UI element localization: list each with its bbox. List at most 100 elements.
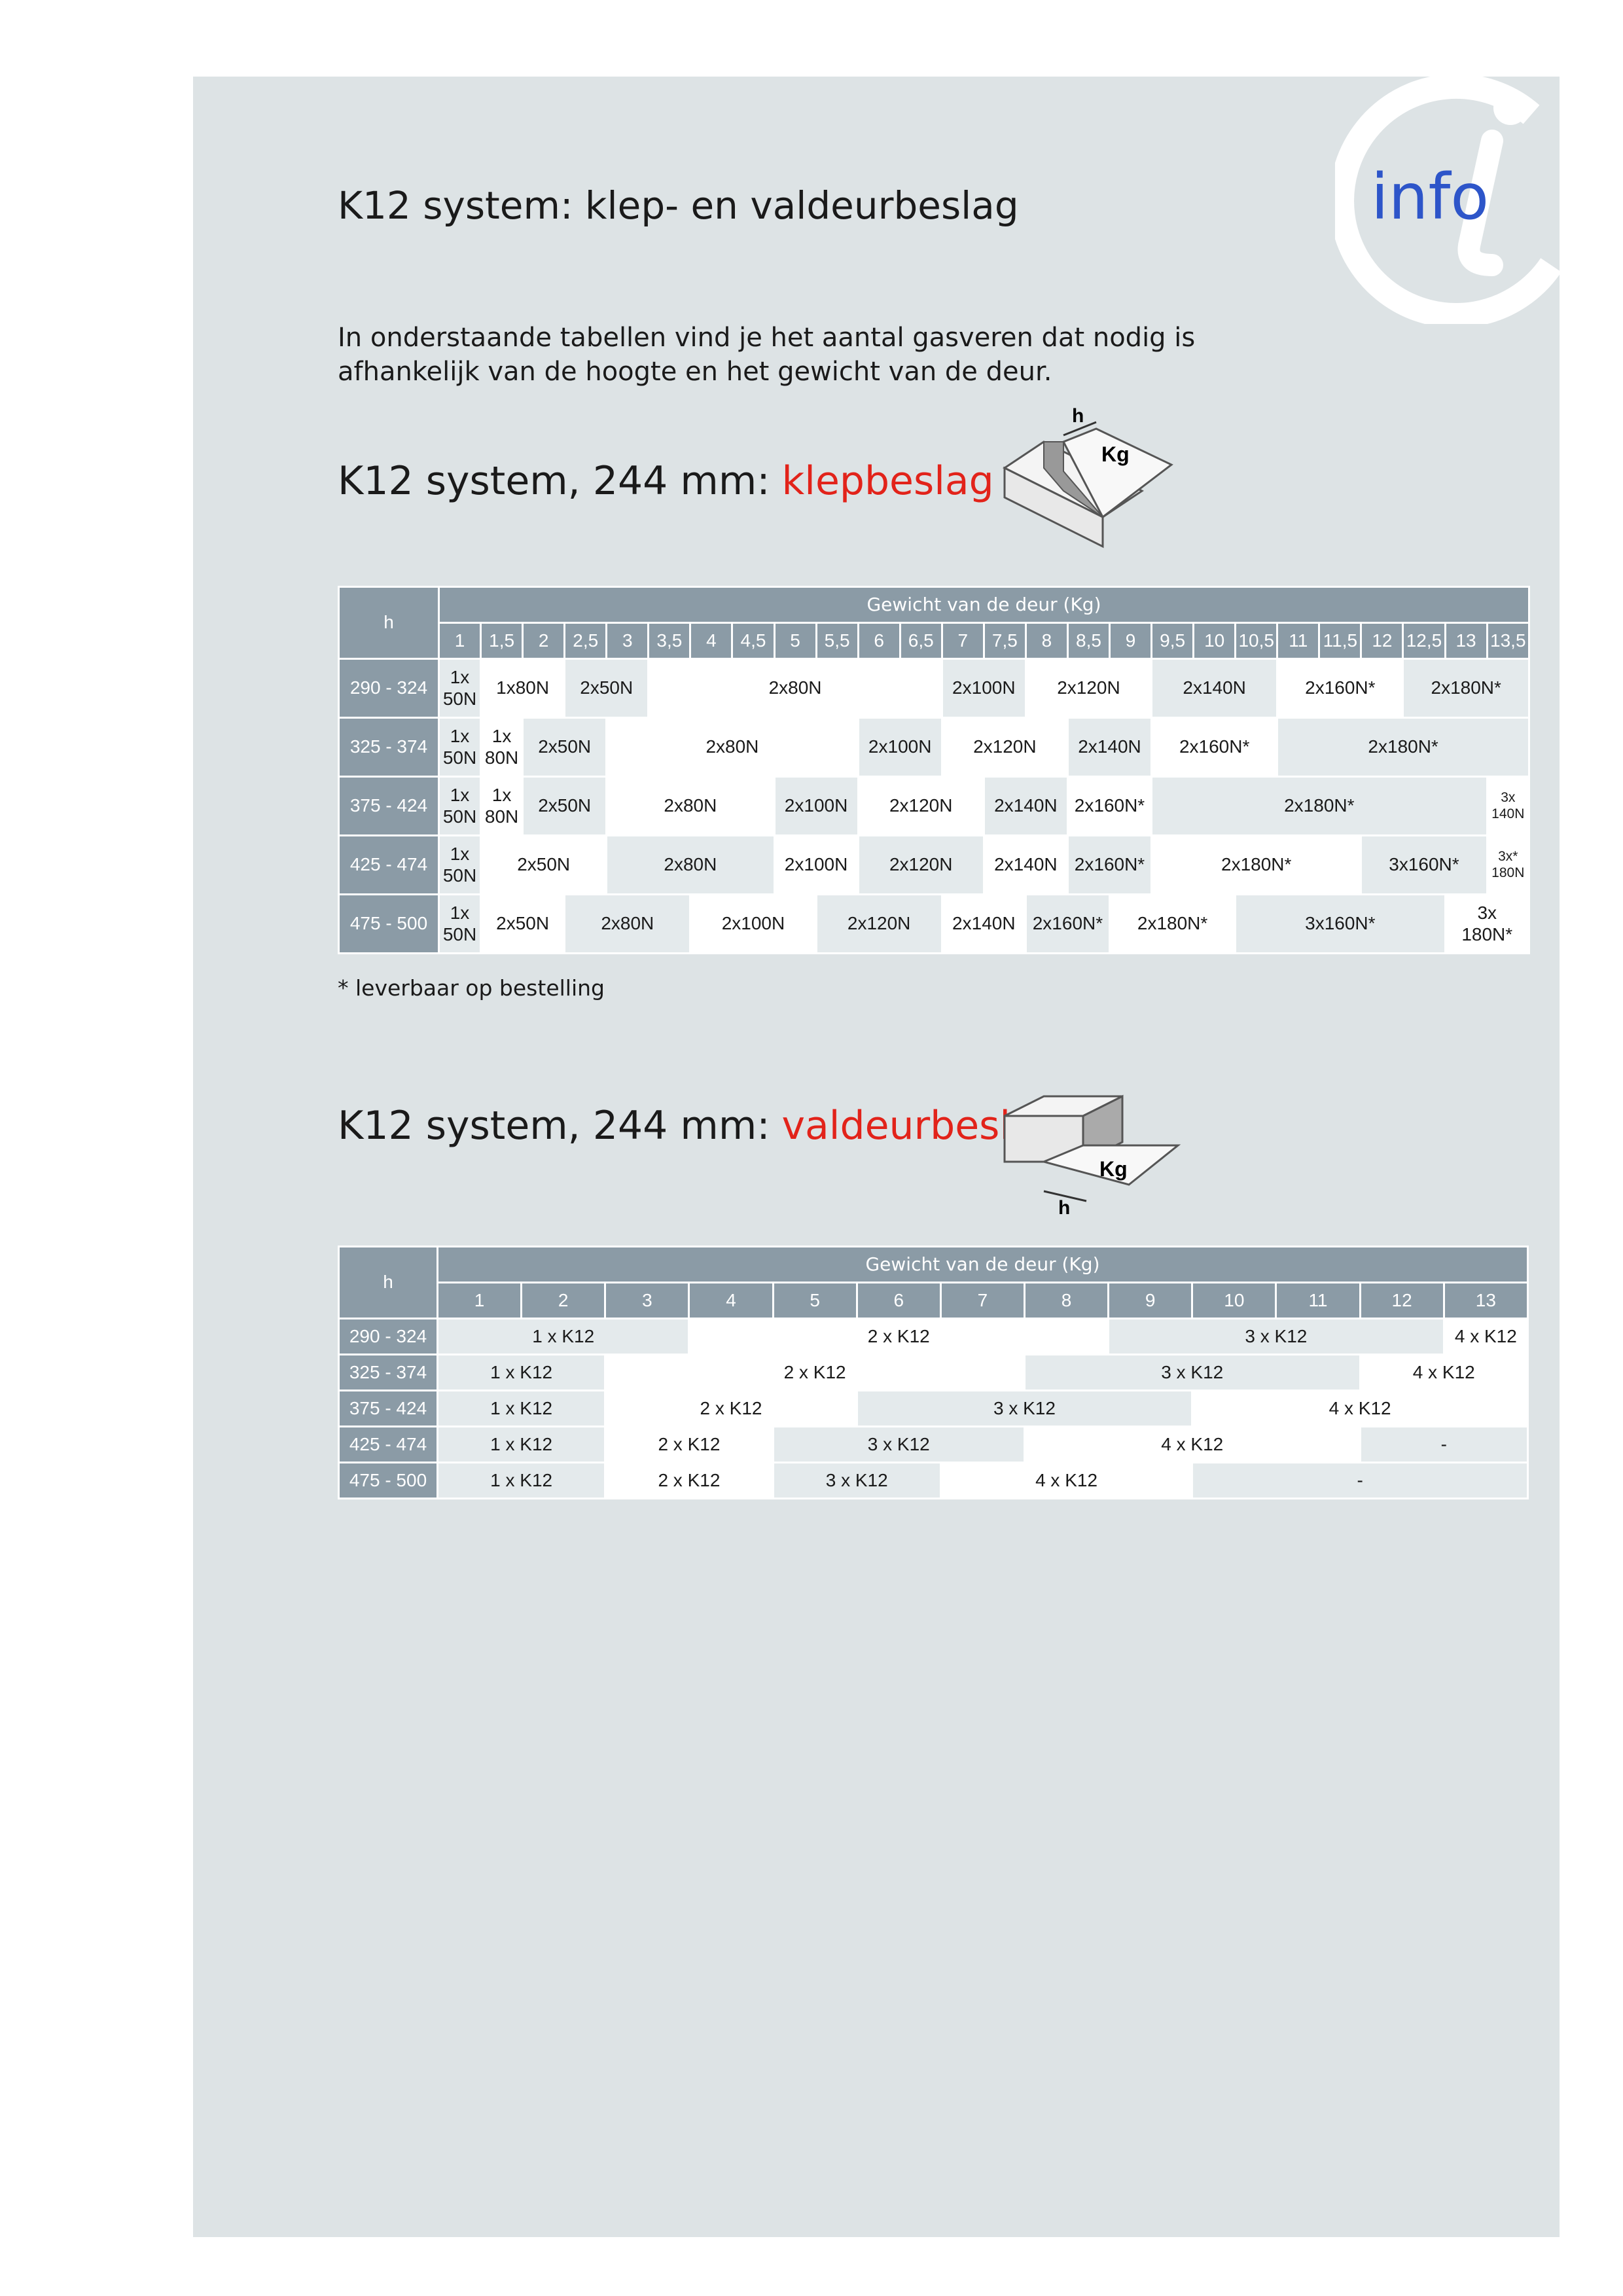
data-row: 290 - 324 1x 50N 1x80N 2x50N 2x80N 2x100N 2x12… — [338, 658, 1530, 719]
cell: 2x50N — [522, 776, 608, 836]
cell: 2x180N* — [1150, 834, 1363, 895]
column-header: 2,5 — [563, 622, 608, 660]
cell: 2 x K12 — [604, 1354, 1026, 1391]
row-label: 425 - 474 — [338, 834, 440, 895]
cell: 2x50N — [563, 658, 650, 719]
column-header: 4 — [689, 622, 734, 660]
cell: 3 x K12 — [1023, 1354, 1361, 1391]
box-front — [1003, 466, 1104, 548]
cell: 1 x K12 — [436, 1426, 607, 1463]
cell: 2 x K12 — [688, 1318, 1110, 1355]
klep-diagram: h Kg — [1003, 405, 1173, 548]
heading: K12 system, 244 mm: valdeurbeslag — [338, 1103, 1060, 1149]
intro-line: In onderstaande tabellen vind je het aan… — [338, 323, 1196, 353]
cell: 2x50N — [480, 893, 566, 954]
row-label: 475 - 500 — [338, 893, 440, 954]
cell: 1x 80N — [480, 717, 524, 778]
diagram-h: h — [1072, 405, 1084, 427]
cell: 3x* 180N — [1486, 834, 1531, 895]
cell: 1 x K12 — [436, 1462, 607, 1499]
column-header: 1,5 — [480, 622, 524, 660]
cell: 2x140N — [1066, 717, 1153, 778]
row-label: 475 - 500 — [338, 1462, 438, 1499]
cell: 2x120N — [815, 893, 943, 954]
h-arrow — [1043, 1190, 1087, 1202]
cell: 2x120N — [857, 834, 985, 895]
flap — [1041, 1144, 1181, 1186]
cell: 1x80N — [480, 658, 566, 719]
data-row: 475 - 500 1x 50N 2x50N 2x80N 2x100N 2x120N 2x1… — [338, 893, 1530, 954]
cell: - — [1191, 1462, 1529, 1499]
cell: 2x50N — [522, 717, 608, 778]
header-row: 1 1,5 2 2,5 3 3,5 4 4,5 5 5,5 6 6,5 7 7,5 8 8,5 9 9,5 10 10… — [339, 622, 1531, 660]
cell: 2x160N* — [1066, 776, 1153, 836]
cell: 2x50N — [480, 834, 608, 895]
footnote: * leverbaar op bestelling — [338, 975, 605, 1001]
column-header: 6 — [855, 1282, 942, 1319]
row-label: 325 - 374 — [338, 1354, 438, 1391]
data-row: 325 - 374 1 x K12 2 x K12 3 x K12 4 x K12 — [338, 1354, 1529, 1391]
diagram-h: h — [1058, 1197, 1070, 1217]
cell: 2x180N* — [1108, 893, 1237, 954]
cell: 2x160N* — [1276, 658, 1404, 719]
column-header: 1 — [436, 1282, 523, 1319]
logo-text: info — [1371, 160, 1489, 234]
info-logo — [1335, 74, 1560, 324]
cell: 3 x K12 — [772, 1426, 1026, 1463]
cell: 4 x K12 — [1359, 1354, 1529, 1391]
cell: 2x160N* — [1066, 834, 1153, 895]
column-header: 1 — [437, 622, 482, 660]
diagram-kg: Kg — [1099, 1157, 1128, 1181]
cell: 2x140N — [982, 776, 1069, 836]
cell: 2x80N — [647, 658, 943, 719]
heading-text: K12 system, 244 mm: — [338, 1103, 770, 1149]
cell: 1x 50N — [437, 776, 482, 836]
header-row: 1 2 3 4 5 6 7 8 9 10 11 12 13 — [339, 1282, 1529, 1319]
logo-dot — [1493, 91, 1527, 125]
cell: 3 x K12 — [855, 1390, 1194, 1427]
data-row: 425 - 474 1x 50N 2x50N 2x80N 2x100N 2x120N 2x1… — [338, 834, 1531, 895]
cell: - — [1359, 1426, 1529, 1463]
column-header: 10 — [1192, 622, 1237, 660]
cell: 2x120N — [857, 776, 985, 836]
column-header: 10 — [1191, 1282, 1277, 1319]
cell: 1x 50N — [437, 834, 482, 895]
cell: 4 x K12 — [1191, 1390, 1529, 1427]
cell: 2x140N — [982, 834, 1069, 895]
cell: 2x160N* — [1024, 893, 1111, 954]
cell: 2x180N* — [1276, 717, 1530, 778]
column-header: 2 — [520, 1282, 607, 1319]
column-header: 12,5 — [1402, 622, 1446, 660]
row-label: 375 - 424 — [338, 1390, 438, 1427]
cell: 3 x K12 — [1107, 1318, 1445, 1355]
cell: 3 x K12 — [772, 1462, 942, 1499]
row-label: 375 - 424 — [338, 776, 440, 836]
column-header: 8 — [1024, 622, 1069, 660]
cell: 1 x K12 — [436, 1390, 607, 1427]
cell: 1x 50N — [437, 717, 482, 778]
cell: 4 x K12 — [1023, 1426, 1361, 1463]
cell: 2x140N — [1150, 658, 1279, 719]
cell: 2x100N — [940, 658, 1027, 719]
row-label: 290 - 324 — [338, 658, 440, 719]
column-header: 13 — [1442, 1282, 1529, 1319]
column-header: 7 — [939, 1282, 1026, 1319]
column-header: 10,5 — [1234, 622, 1279, 660]
data-row: 375 - 424 1x 50N 1x 80N 2x50N 2x80N 2x100N 2x1… — [338, 776, 1531, 836]
cell: 3x 180N* — [1444, 893, 1530, 954]
cell: 2x100N — [689, 893, 817, 954]
column-header: 9 — [1107, 1282, 1194, 1319]
column-header: 6,5 — [899, 622, 943, 660]
column-header: 5,5 — [815, 622, 859, 660]
cell: 2x180N* — [1402, 658, 1530, 719]
h-arrow — [1063, 421, 1097, 437]
column-header: 4,5 — [731, 622, 776, 660]
column-header: 4 — [688, 1282, 774, 1319]
column-header: 8,5 — [1066, 622, 1111, 660]
data-row: 425 - 474 1 x K12 2 x K12 3 x K12 4 x K12- — [338, 1426, 1529, 1463]
logo-stem — [1457, 130, 1503, 276]
logo-arc — [1335, 74, 1560, 324]
column-header: 3 — [605, 622, 650, 660]
column-header: 8 — [1023, 1282, 1110, 1319]
column-header: 13 — [1444, 622, 1488, 660]
